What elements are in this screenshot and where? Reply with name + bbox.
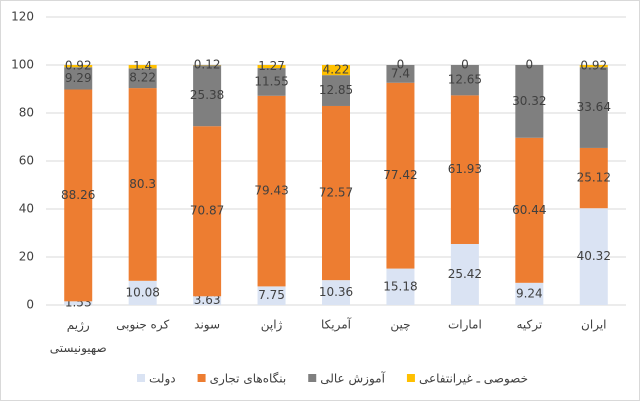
- bar-segment: [193, 126, 222, 297]
- data-label: 60.44: [512, 203, 546, 217]
- legend-label: خصوصی ـ غیرانتفاعی: [419, 372, 528, 387]
- bar-segment: [128, 68, 157, 89]
- data-label: 25.12: [577, 171, 611, 185]
- y-tick-label: 20: [19, 250, 34, 264]
- bar-segment: [64, 301, 93, 305]
- bar-segment: [579, 67, 608, 148]
- bar-segment: [450, 65, 479, 96]
- data-label: 79.43: [254, 184, 288, 198]
- legend-swatch: [308, 374, 317, 382]
- data-label: 8.22: [129, 71, 156, 85]
- data-label: 25.38: [190, 88, 224, 102]
- data-label: 33.64: [577, 100, 611, 114]
- legend-swatch: [137, 374, 145, 382]
- x-tick-label: رژیم صهیونیستی: [50, 318, 107, 356]
- bar-segment: [193, 65, 222, 127]
- bar-segment: [322, 105, 350, 281]
- bar-segment: [515, 65, 544, 138]
- bar-segment: [64, 65, 93, 68]
- bar-segment: [128, 88, 157, 281]
- bar-segment: [64, 89, 93, 302]
- y-tick-label: 80: [19, 106, 34, 120]
- data-label: 11.55: [254, 74, 288, 88]
- bar-segment: [64, 67, 93, 90]
- x-tick-label: ژاپن: [261, 318, 283, 333]
- x-tick-label: ترکیه: [516, 318, 542, 333]
- data-label: 15.18: [383, 279, 417, 293]
- y-tick-label: 120: [11, 10, 34, 24]
- x-tick-label: سوند: [194, 318, 220, 333]
- bar-segment: [579, 208, 608, 305]
- x-tick-label: ایران: [581, 318, 606, 333]
- data-label: 0: [461, 58, 469, 72]
- data-label: 25.42: [448, 267, 482, 281]
- data-label: 10.36: [319, 285, 353, 299]
- bar-segment: [450, 95, 479, 244]
- data-label: 77.42: [383, 168, 417, 182]
- legend-label: آموزش عالی: [320, 371, 385, 387]
- legend-swatch: [406, 374, 415, 382]
- data-label: 7.75: [258, 288, 285, 302]
- data-label: 9.24: [516, 286, 543, 300]
- data-label: 1.4: [133, 59, 152, 73]
- legend-label: دولت: [149, 372, 176, 387]
- x-tick-label: چین: [390, 318, 410, 333]
- bar-segment: [257, 286, 286, 305]
- bar-segment: [450, 243, 479, 305]
- bar-segment: [257, 68, 286, 96]
- data-label: 70.87: [190, 204, 224, 218]
- data-label: 40.32: [577, 249, 611, 263]
- data-label: 1.27: [258, 59, 285, 73]
- data-label: 0.92: [65, 59, 92, 73]
- data-label: 7.4: [391, 66, 410, 80]
- data-label: 72.57: [319, 186, 353, 200]
- bar-segment: [257, 65, 286, 69]
- bar-segment: [322, 75, 350, 106]
- data-label: 0: [526, 58, 534, 72]
- bar-segment: [515, 137, 544, 283]
- x-tick-label: امارات: [448, 318, 482, 333]
- data-label: 12.85: [319, 83, 353, 97]
- bar-segment: [386, 82, 415, 269]
- data-label: 61.93: [448, 162, 482, 176]
- data-label: 12.65: [448, 73, 482, 87]
- data-label: 0.12: [194, 58, 221, 72]
- y-tick-label: 0: [26, 298, 34, 312]
- data-label: 80.3: [129, 177, 156, 191]
- bar-segment: [515, 282, 544, 305]
- data-label: 9.29: [65, 71, 92, 85]
- y-tick-label: 40: [19, 202, 34, 216]
- data-label: 88.26: [61, 188, 95, 202]
- y-tick-label: 100: [11, 58, 34, 72]
- data-label: 0: [397, 58, 405, 72]
- legend-swatch: [197, 374, 206, 382]
- bar-segment: [128, 65, 157, 69]
- bar-segment: [322, 65, 350, 76]
- bar-segment: [386, 268, 415, 305]
- bar-segment: [579, 65, 608, 68]
- bar-segment: [386, 65, 415, 83]
- bar-segment: [128, 280, 157, 305]
- data-label: 30.32: [512, 94, 546, 108]
- data-label: 0.92: [580, 59, 607, 73]
- x-tick-label: آمریکا: [321, 317, 352, 333]
- y-tick-label: 60: [19, 154, 34, 168]
- bar-segment: [579, 147, 608, 209]
- data-label: 3.63: [194, 293, 221, 307]
- bar-segment: [322, 280, 350, 305]
- x-tick-label: کره جنوبی: [116, 318, 169, 333]
- legend-label: بنگاه‌های تجاری: [210, 372, 287, 387]
- bar-segment: [193, 296, 222, 305]
- data-label: 10.08: [125, 285, 159, 299]
- bar-segment: [257, 95, 286, 287]
- data-label: 4.22: [323, 63, 350, 77]
